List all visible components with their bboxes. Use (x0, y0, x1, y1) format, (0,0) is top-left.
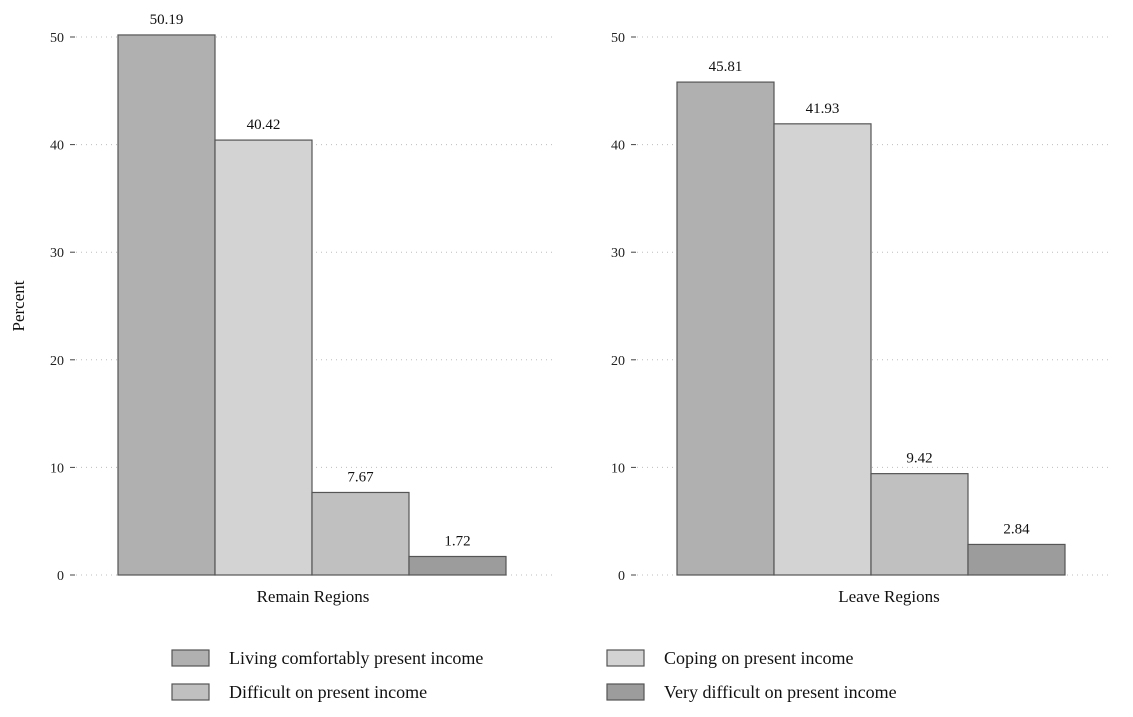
bar (214, 139, 313, 576)
y-tick-label: 10 (611, 461, 625, 476)
bar (773, 123, 872, 576)
legend-label: Very difficult on present income (664, 682, 897, 702)
legend-swatch (171, 649, 210, 667)
bar (408, 555, 507, 576)
y-tick-label: 50 (611, 31, 625, 46)
legend-item: Living comfortably present income (171, 648, 483, 668)
bar-value-label: 1.72 (444, 533, 470, 549)
legend-swatch (606, 683, 645, 701)
panel-1: 0 10 20 30 40 50 50.19 40.42 7.67 1.72 Remain Regi… (50, 12, 552, 606)
bar-value-label: 40.42 (247, 117, 281, 133)
bar (311, 491, 410, 576)
bar-value-label: 50.19 (150, 12, 184, 28)
y-tick-label: 40 (611, 139, 625, 154)
panel-2: 0 10 20 30 40 50 45.81 41.93 9.42 2.84 Leave Regio… (611, 31, 1112, 606)
y-tick-label: 40 (50, 139, 64, 154)
y-tick-label: 30 (50, 246, 64, 261)
y-tick-label: 50 (50, 31, 64, 46)
bar (870, 473, 969, 576)
bar-value-label: 41.93 (806, 101, 840, 117)
bar-value-label: 45.81 (709, 59, 743, 75)
y-tick-label: 0 (618, 569, 625, 584)
bar-value-label: 9.42 (906, 451, 932, 467)
y-tick-label: 0 (57, 569, 64, 584)
panel-label: Remain Regions (257, 587, 370, 606)
legend-item: Very difficult on present income (606, 682, 897, 702)
bar (676, 81, 775, 576)
bar (967, 543, 1066, 576)
bar-value-label: 2.84 (1003, 521, 1030, 537)
legend-item: Difficult on present income (171, 682, 427, 702)
y-tick-label: 10 (50, 461, 64, 476)
bar-value-label: 7.67 (347, 469, 374, 485)
legend-label: Living comfortably present income (229, 648, 483, 668)
y-tick-label: 20 (50, 354, 64, 369)
legend-swatch (171, 683, 210, 701)
y-axis-label: Percent (9, 280, 28, 331)
panel-label: Leave Regions (838, 587, 940, 606)
legend-swatch (606, 649, 645, 667)
legend-item: Coping on present income (606, 648, 853, 668)
legend-label: Coping on present income (664, 648, 853, 668)
legend-label: Difficult on present income (229, 682, 427, 702)
y-tick-label: 30 (611, 246, 625, 261)
legend: Living comfortably present income Coping … (171, 648, 897, 702)
y-tick-label: 20 (611, 354, 625, 369)
bar (117, 34, 216, 576)
